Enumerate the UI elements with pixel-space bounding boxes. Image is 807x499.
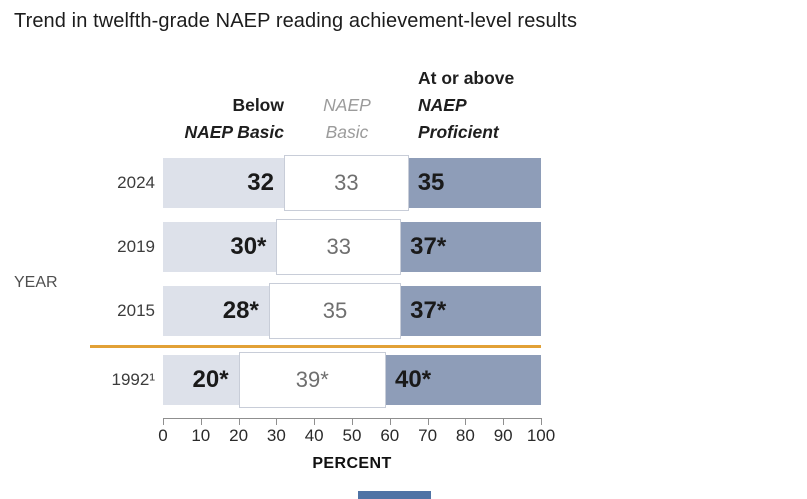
x-tick-label-10: 10 — [191, 426, 211, 445]
x-tick-90 — [503, 418, 505, 425]
segment-below-basic-1992: 20* — [163, 355, 239, 405]
column-header-proficient-line1: At or above — [418, 68, 515, 88]
segment-proficient-2015: 37* — [401, 286, 541, 336]
x-tick-40 — [314, 418, 316, 425]
column-header-proficient: At or above NAEP Proficient — [418, 65, 568, 146]
column-header-below-basic: Below NAEP Basic — [84, 92, 284, 146]
year-label-2019: 2019 — [117, 237, 155, 256]
x-tick-label-100: 100 — [526, 426, 556, 445]
trend-break-divider-line — [90, 345, 541, 348]
x-tick-50 — [352, 418, 353, 425]
x-tick-20 — [238, 418, 240, 425]
x-tick-label-70: 70 — [418, 426, 438, 445]
column-header-basic-line1: NAEP — [323, 95, 371, 115]
column-header-basic: NAEP Basic — [286, 92, 408, 146]
x-tick-70 — [427, 418, 429, 425]
segment-below-basic-2015: 28* — [163, 286, 269, 336]
x-tick-10 — [200, 418, 202, 425]
x-tick-label-60: 60 — [380, 426, 400, 445]
segment-below-basic-2024: 32 — [163, 158, 284, 208]
column-header-below-basic-line2: NAEP Basic — [184, 122, 284, 142]
x-tick-label-50: 50 — [342, 426, 362, 445]
x-tick-label-90: 90 — [493, 426, 513, 445]
bar-row-2019: 30* 33 37* — [163, 219, 541, 275]
column-header-basic-line2: Basic — [325, 122, 369, 142]
column-header-proficient-line3: Proficient — [418, 122, 499, 142]
x-tick-label-0: 0 — [158, 426, 168, 445]
column-header-below-basic-line1: Below — [232, 95, 284, 115]
x-tick-80 — [465, 418, 467, 425]
bar-row-1992: 20* 39* 40* — [163, 352, 541, 408]
year-label-1992: 1992¹ — [111, 370, 155, 389]
segment-basic-2024: 33 — [283, 155, 409, 211]
y-axis-label: YEAR — [14, 274, 58, 291]
x-tick-label-80: 80 — [455, 426, 475, 445]
bar-row-2024: 32 33 35 — [163, 155, 541, 211]
year-label-2015: 2015 — [117, 301, 155, 320]
segment-below-basic-2019: 30* — [163, 222, 277, 272]
x-tick-label-30: 30 — [266, 426, 286, 445]
segment-basic-2019: 33 — [276, 219, 402, 275]
x-tick-30 — [276, 418, 278, 425]
column-header-proficient-line2: NAEP — [418, 95, 467, 115]
x-tick-label-40: 40 — [304, 426, 324, 445]
segment-proficient-1992: 40* — [386, 355, 541, 405]
segment-proficient-2019: 37* — [401, 222, 541, 272]
chart-title: Trend in twelfth-grade NAEP reading achi… — [14, 10, 578, 32]
x-tick-100 — [541, 418, 542, 425]
segment-proficient-2024: 35 — [408, 158, 541, 208]
x-tick-label-20: 20 — [229, 426, 249, 445]
x-tick-0 — [163, 418, 164, 425]
segment-basic-1992: 39* — [238, 352, 386, 408]
segment-basic-2015: 35 — [268, 283, 402, 339]
bottom-edge-partial-element — [358, 491, 431, 499]
x-axis-label: PERCENT — [312, 455, 392, 472]
year-label-2024: 2024 — [117, 173, 155, 192]
x-tick-60 — [389, 418, 391, 425]
bar-row-2015: 28* 35 37* — [163, 283, 541, 339]
